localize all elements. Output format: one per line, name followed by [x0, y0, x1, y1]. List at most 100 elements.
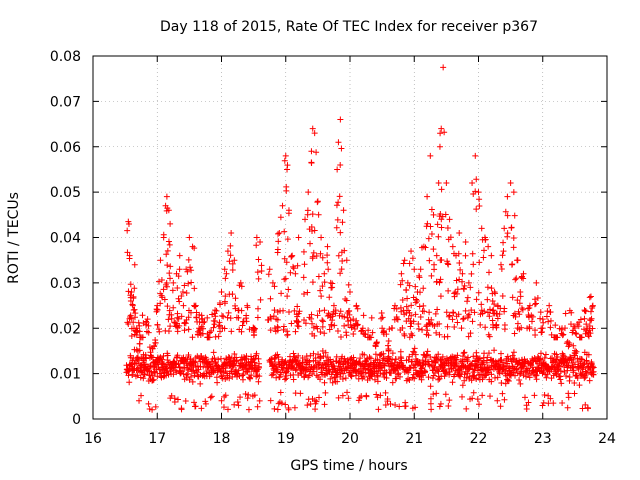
- data-point: [305, 189, 312, 196]
- data-point: [280, 323, 287, 330]
- data-point: [124, 227, 131, 234]
- data-point: [319, 283, 326, 290]
- data-point: [233, 354, 240, 361]
- data-point: [466, 311, 473, 318]
- data-point: [318, 234, 325, 241]
- data-point: [397, 281, 404, 288]
- data-point: [428, 206, 435, 213]
- data-point: [285, 406, 292, 413]
- data-point: [437, 400, 444, 407]
- data-point: [133, 328, 140, 335]
- data-point: [484, 354, 491, 361]
- data-point: [340, 370, 347, 377]
- data-point: [491, 374, 498, 381]
- data-point: [191, 245, 198, 252]
- data-point: [478, 225, 485, 232]
- data-point: [174, 352, 181, 359]
- data-point: [402, 399, 409, 406]
- data-point: [464, 314, 471, 321]
- data-point: [154, 306, 161, 313]
- data-point: [331, 322, 338, 329]
- data-point: [129, 371, 136, 378]
- data-point: [244, 304, 251, 311]
- data-point: [361, 351, 368, 358]
- data-point: [150, 376, 157, 383]
- data-point: [351, 325, 358, 332]
- data-point: [314, 312, 321, 319]
- data-point: [478, 301, 485, 308]
- data-point: [317, 287, 324, 294]
- data-point: [554, 354, 561, 361]
- data-point: [502, 380, 509, 387]
- data-point: [358, 327, 365, 334]
- data-point: [204, 314, 211, 321]
- data-point: [526, 374, 533, 381]
- data-point: [435, 233, 442, 240]
- data-point: [194, 362, 201, 369]
- data-point: [250, 332, 257, 339]
- data-point: [347, 288, 353, 295]
- data-point: [494, 374, 501, 381]
- data-point: [567, 354, 574, 361]
- data-point: [521, 394, 528, 401]
- data-point: [275, 238, 282, 245]
- data-point: [406, 309, 413, 316]
- chart-title: Day 118 of 2015, Rate Of TEC Index for r…: [160, 19, 538, 35]
- data-point: [124, 249, 131, 256]
- data-point: [294, 313, 301, 320]
- data-point: [429, 375, 436, 382]
- data-point: [491, 301, 498, 308]
- data-point: [444, 323, 451, 330]
- data-point: [557, 367, 564, 374]
- data-point: [463, 405, 470, 412]
- data-point: [295, 323, 302, 330]
- data-point: [185, 280, 192, 287]
- data-point: [322, 389, 329, 396]
- x-tick-label: 16: [84, 431, 102, 447]
- data-point: [133, 360, 140, 367]
- data-point: [157, 290, 164, 297]
- data-point: [193, 309, 200, 316]
- data-point: [191, 302, 198, 309]
- data-point: [125, 221, 132, 228]
- data-point: [126, 379, 133, 386]
- data-point: [278, 400, 285, 407]
- data-point: [467, 284, 474, 291]
- data-point: [138, 392, 145, 399]
- data-point: [513, 275, 520, 282]
- data-point: [561, 368, 568, 375]
- data-point: [434, 306, 441, 313]
- data-point: [383, 375, 390, 382]
- data-point: [152, 369, 159, 376]
- data-point: [134, 354, 141, 361]
- data-point: [215, 356, 222, 363]
- data-point: [312, 355, 319, 362]
- data-point: [583, 321, 590, 328]
- data-point: [531, 327, 538, 334]
- data-point: [231, 257, 238, 264]
- data-point: [317, 376, 324, 383]
- data-point: [481, 247, 488, 254]
- data-point: [313, 253, 320, 259]
- data-point: [341, 355, 348, 362]
- data-point: [379, 314, 386, 321]
- data-point: [253, 242, 260, 249]
- data-point: [294, 319, 301, 326]
- data-point: [203, 356, 210, 363]
- data-point: [520, 275, 527, 282]
- data-point: [278, 290, 285, 297]
- data-point: [484, 309, 491, 316]
- data-point: [300, 248, 307, 255]
- data-point: [539, 370, 546, 377]
- data-point: [243, 318, 250, 325]
- data-point: [152, 336, 159, 343]
- data-point: [428, 406, 435, 413]
- data-point: [189, 378, 196, 385]
- data-point: [258, 262, 265, 269]
- data-point: [427, 320, 434, 327]
- data-point: [185, 366, 192, 373]
- data-point: [438, 216, 445, 223]
- data-point: [222, 293, 229, 300]
- data-point: [440, 64, 447, 71]
- data-point: [472, 152, 479, 159]
